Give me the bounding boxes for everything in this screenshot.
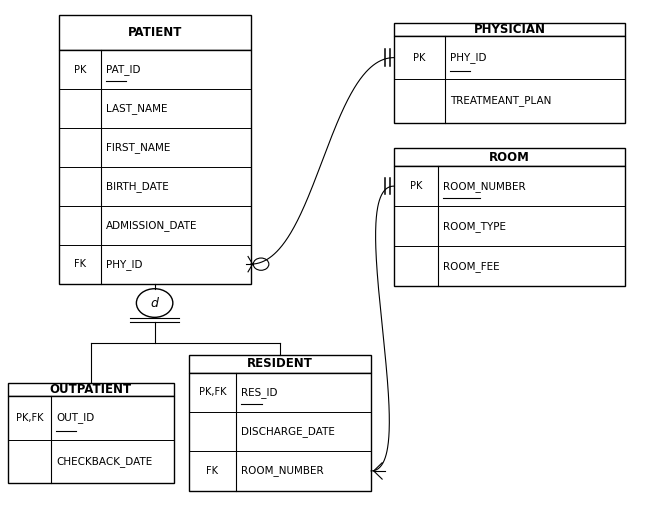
Bar (189, 355, 371, 373)
Text: BIRTH_DATE: BIRTH_DATE (106, 181, 169, 192)
Bar (394, 23, 625, 36)
Text: DISCHARGE_DATE: DISCHARGE_DATE (242, 426, 335, 437)
Text: LAST_NAME: LAST_NAME (106, 103, 167, 114)
Bar (394, 148, 625, 166)
Text: PHYSICIAN: PHYSICIAN (473, 23, 546, 36)
Bar (8, 396, 174, 483)
Text: ROOM_NUMBER: ROOM_NUMBER (443, 181, 525, 192)
Text: ROOM_NUMBER: ROOM_NUMBER (242, 466, 324, 476)
Bar (394, 36, 625, 123)
Text: ROOM: ROOM (489, 151, 530, 164)
Text: ROOM_TYPE: ROOM_TYPE (443, 221, 506, 231)
Text: OUT_ID: OUT_ID (56, 412, 94, 423)
Text: PK,FK: PK,FK (199, 387, 227, 398)
Text: FK: FK (74, 259, 86, 269)
Text: PHY_ID: PHY_ID (450, 52, 486, 63)
Text: PK: PK (74, 65, 86, 75)
Bar (59, 50, 251, 284)
Text: RESIDENT: RESIDENT (247, 358, 313, 370)
Text: d: d (150, 296, 159, 310)
Text: PATIENT: PATIENT (128, 26, 182, 39)
Text: FK: FK (206, 466, 219, 476)
Text: OUTPATIENT: OUTPATIENT (49, 383, 132, 396)
Text: RES_ID: RES_ID (242, 387, 278, 398)
Text: PK: PK (413, 53, 426, 63)
Text: ADMISSION_DATE: ADMISSION_DATE (106, 220, 197, 230)
Text: TREATMEANT_PLAN: TREATMEANT_PLAN (450, 96, 551, 106)
Bar (189, 373, 371, 491)
Text: FIRST_NAME: FIRST_NAME (106, 142, 171, 153)
Text: PHY_ID: PHY_ID (106, 259, 143, 270)
Bar (394, 166, 625, 286)
Text: CHECKBACK_DATE: CHECKBACK_DATE (56, 456, 152, 467)
Text: PK: PK (409, 181, 422, 191)
Text: PAT_ID: PAT_ID (106, 64, 141, 75)
Bar (59, 15, 251, 50)
Text: ROOM_FEE: ROOM_FEE (443, 261, 499, 272)
Bar (8, 383, 174, 396)
Text: PK,FK: PK,FK (16, 413, 43, 423)
